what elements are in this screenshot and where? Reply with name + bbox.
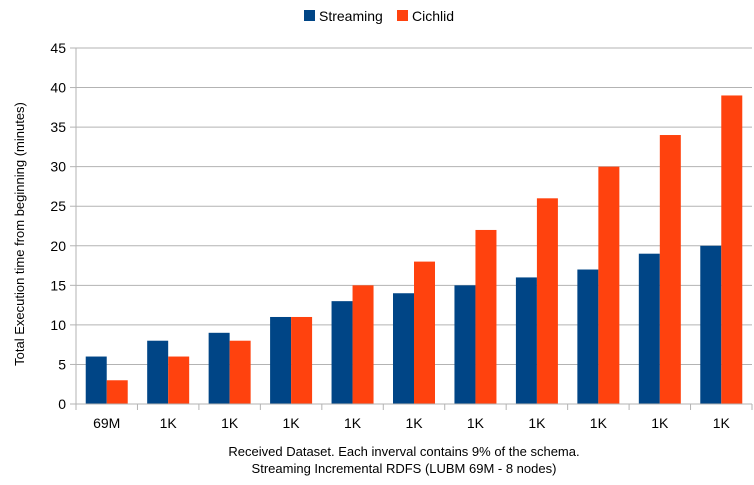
x-tick-label: 69M — [93, 415, 120, 431]
y-axis-title: Total Execution time from beginning (min… — [12, 102, 27, 366]
bar-cichlid — [106, 380, 128, 404]
legend-label-cichlid: Cichlid — [412, 8, 454, 24]
bar-cichlid — [475, 229, 497, 404]
axes — [75, 48, 753, 410]
y-tick-label: 20 — [50, 238, 66, 254]
legend-label-streaming: Streaming — [319, 8, 383, 24]
legend-swatch-cichlid — [397, 10, 408, 21]
bar-cichlid — [352, 285, 374, 404]
x-tick-label: 1K — [713, 415, 731, 431]
x-tick-label: 1K — [344, 415, 362, 431]
x-tick-label: 1K — [221, 415, 239, 431]
legend: Streaming Cichlid — [304, 8, 454, 24]
bar-cichlid — [536, 198, 558, 404]
x-tick-label: 1K — [160, 415, 178, 431]
bar-streaming — [515, 277, 537, 404]
bar-streaming — [638, 253, 660, 404]
bar-cichlid — [229, 340, 251, 404]
bar-streaming — [85, 356, 107, 404]
bar-cichlid — [291, 316, 313, 404]
x-tick-label: 1K — [651, 415, 669, 431]
y-tick-label: 40 — [50, 80, 66, 96]
y-tick-label: 45 — [50, 40, 66, 56]
legend-swatch-streaming — [304, 10, 315, 21]
x-tick-label: 1K — [528, 415, 546, 431]
x-tick-label: 1K — [590, 415, 608, 431]
y-tick-label: 10 — [50, 317, 66, 333]
y-tick-label: 25 — [50, 198, 66, 214]
bar-streaming — [393, 293, 414, 404]
bar-cichlid — [168, 356, 190, 404]
bar-streaming — [270, 316, 292, 404]
y-tick-label: 35 — [50, 119, 66, 135]
x-tick-label: 1K — [405, 415, 423, 431]
y-tick-label: 30 — [50, 159, 66, 175]
bar-streaming — [208, 332, 230, 404]
bar-streaming — [147, 340, 169, 404]
x-tick-labels: 69M 1K 1K 1K 1K 1K 1K 1K 1K 1K 1K — [93, 415, 730, 431]
bar-streaming — [331, 301, 353, 404]
bar-cichlid — [598, 166, 620, 404]
y-tick-label: 5 — [58, 356, 66, 372]
bar-streaming — [454, 285, 476, 404]
bars — [85, 95, 743, 404]
x-tick-label: 1K — [283, 415, 301, 431]
y-tick-label: 0 — [58, 396, 66, 412]
x-tick-label: 1K — [467, 415, 485, 431]
bar-streaming — [577, 269, 599, 404]
y-tick-labels: 0 5 10 15 20 25 30 35 40 45 — [50, 40, 66, 412]
bar-streaming — [700, 245, 722, 404]
chart-subtitle: Streaming Incremental RDFS (LUBM 69M - 8… — [252, 461, 557, 476]
bar-cichlid — [721, 95, 743, 404]
bar-cichlid — [414, 261, 435, 404]
x-axis-title: Received Dataset. Each inverval contains… — [228, 444, 579, 459]
y-tick-label: 15 — [50, 277, 66, 293]
bar-cichlid — [659, 135, 681, 404]
